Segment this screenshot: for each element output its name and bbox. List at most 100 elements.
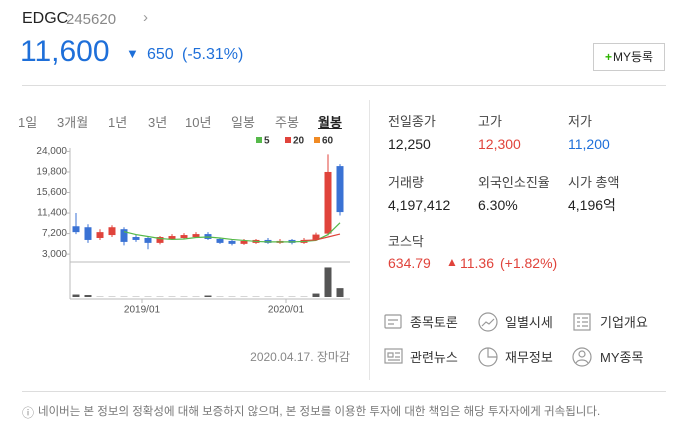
candle-body — [72, 226, 80, 233]
legend-label: 60 — [322, 136, 334, 147]
candle-body — [240, 240, 248, 244]
y-tick-label: 3,000 — [42, 249, 67, 260]
stock-code[interactable]: 245620 — [66, 11, 117, 28]
candle-body — [120, 229, 128, 242]
stat-label: 저가 — [568, 114, 592, 129]
candle-body — [108, 227, 116, 236]
candle-body — [324, 171, 332, 234]
disclaimer: 네이버는 본 정보의 정확성에 대해 보증하지 않으며, 본 정보를 이용한 투… — [38, 406, 601, 418]
candle-body — [216, 238, 224, 243]
legend-label: 5 — [264, 136, 270, 147]
volume-bar — [336, 288, 344, 297]
link-icons — [384, 312, 592, 367]
icon-company — [573, 313, 591, 331]
button-label: MY등록 — [612, 50, 654, 64]
candle-body — [168, 236, 176, 239]
candle-body — [156, 237, 164, 243]
index-value: 634.79 — [388, 255, 431, 271]
index-label: 코스닥 — [388, 234, 424, 249]
change: 650 — [147, 46, 174, 63]
period-tab[interactable]: 10년 — [185, 115, 212, 130]
period-tab[interactable]: 1년 — [108, 115, 128, 130]
quick-link[interactable]: 관련뉴스 — [410, 350, 458, 365]
legend-swatch — [314, 137, 320, 143]
stat-value: 12,300 — [478, 136, 521, 152]
stat-label: 전일종가 — [388, 114, 436, 129]
quick-link[interactable]: 기업개요 — [600, 315, 648, 330]
icon-lines — [387, 352, 400, 361]
price: 11,600 — [20, 35, 110, 68]
index-change: 11.36 — [460, 255, 494, 271]
plus-icon: + — [604, 50, 612, 64]
y-tick-label: 24,000 — [36, 146, 67, 157]
legend-swatch — [285, 137, 291, 143]
divider — [22, 391, 666, 392]
volume-bar — [84, 295, 92, 297]
icon-head — [578, 350, 586, 358]
quick-link[interactable]: 일별시세 — [505, 315, 553, 330]
icon-lines — [388, 319, 398, 325]
icon-my — [572, 347, 592, 367]
period-tab[interactable]: 3개월 — [57, 115, 89, 130]
x-tick-label: 2019/01 — [124, 305, 161, 316]
stat-value: 12,250 — [388, 136, 431, 152]
candle-body — [228, 240, 236, 244]
moving-average-line — [303, 233, 341, 242]
quick-link[interactable]: 재무정보 — [505, 350, 553, 365]
candle-body — [132, 237, 140, 240]
close-note: 2020.04.17. 장마감 — [250, 350, 350, 364]
quick-link[interactable]: MY종목 — [600, 350, 644, 365]
icon-discussion — [384, 314, 402, 329]
x-tick-label: 2020/01 — [268, 305, 305, 316]
stat-value: 6.30% — [478, 197, 518, 213]
candle-body — [144, 237, 152, 243]
stat-label: 고가 — [478, 114, 502, 129]
y-tick-label: 11,400 — [37, 208, 67, 219]
legend-label: 20 — [293, 136, 305, 147]
period-tab[interactable]: 1일 — [18, 115, 38, 130]
icon-body — [575, 359, 589, 364]
divider — [369, 100, 370, 380]
stock-name[interactable]: EDGC — [22, 10, 69, 27]
candle-body — [96, 232, 104, 238]
down-arrow: ▼ — [126, 46, 139, 61]
quick-link[interactable]: 종목토론 — [410, 315, 458, 330]
index-change-rate: (+1.82%) — [500, 255, 558, 271]
y-tick-label: 7,200 — [42, 228, 67, 239]
period-tab[interactable]: 3년 — [148, 115, 168, 130]
icon-news — [384, 348, 403, 364]
moving-average-line — [123, 222, 341, 243]
my-register-button[interactable]: + MY등록 — [593, 43, 665, 71]
up-arrow: ▲ — [446, 255, 458, 269]
change-rate: (-5.31%) — [182, 46, 244, 63]
stat-value: 11,200 — [568, 136, 610, 152]
candle-body — [312, 234, 320, 240]
candle-body — [180, 235, 188, 238]
icon-pie — [487, 348, 497, 358]
period-tab[interactable]: 월봉 — [318, 115, 342, 130]
volume-bar — [72, 294, 80, 297]
chevron[interactable]: › — [143, 9, 148, 26]
divider — [22, 85, 666, 86]
icon-lines — [577, 317, 588, 327]
candle-body — [192, 234, 200, 238]
stat-label: 거래량 — [388, 175, 424, 190]
y-tick-label: 19,800 — [36, 167, 67, 178]
period-tab[interactable]: 주봉 — [275, 115, 299, 130]
volume-bar — [312, 293, 320, 297]
stat-label: 시가 총액 — [568, 175, 620, 190]
icon-daily — [478, 312, 498, 332]
stat-label: 외국인소진율 — [478, 175, 550, 190]
volume-bar — [324, 267, 332, 297]
icon-trend — [481, 318, 495, 327]
period-tab[interactable]: 일봉 — [231, 115, 255, 130]
candle-body — [84, 227, 92, 240]
stat-value: 4,196억 — [568, 197, 616, 213]
volume-bar — [204, 295, 212, 297]
stat-value: 4,197,412 — [388, 197, 451, 213]
legend-swatch — [256, 137, 262, 143]
candle-body — [336, 166, 344, 213]
info-icon: ⓘ — [22, 406, 35, 420]
